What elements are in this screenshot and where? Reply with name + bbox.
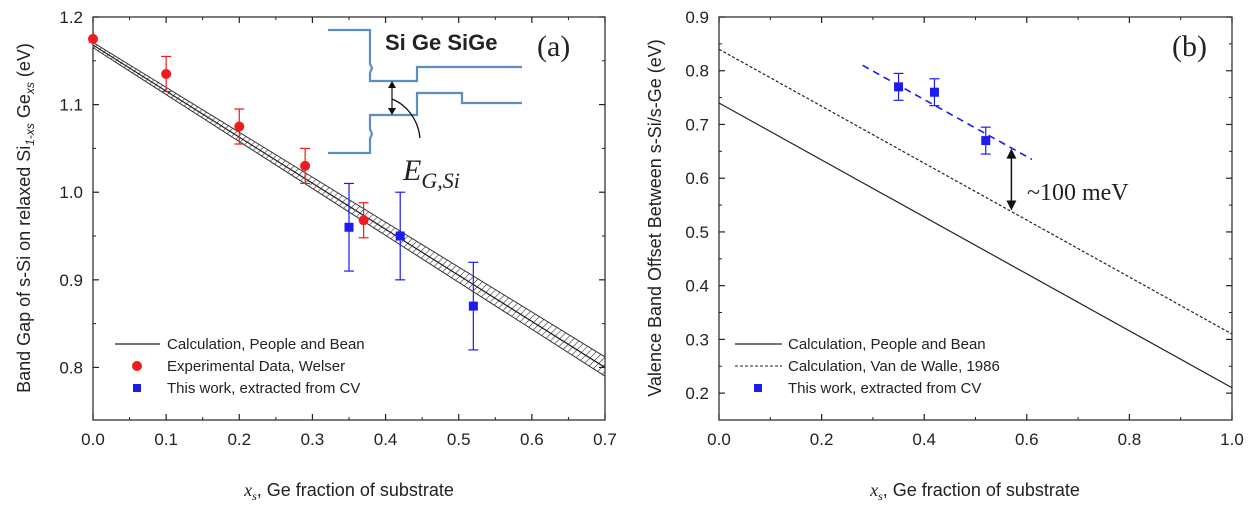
x-tick-label-b: 0.2	[810, 430, 834, 449]
offset-annotation-label: ~100 meV	[1027, 180, 1129, 206]
band-diagram-title: Si Ge SiGe	[385, 30, 498, 55]
x-tick-label-a: 0.0	[81, 430, 105, 449]
x-tick-label-b: 1.0	[1220, 430, 1244, 449]
x-tick-label-a: 0.1	[154, 430, 178, 449]
y-tick-label-b: 0.9	[685, 8, 709, 27]
legend-b-label-this-work: This work, extracted from CV	[788, 380, 981, 397]
panel-a-label: (a)	[537, 30, 570, 63]
x-tick-label-a: 0.3	[301, 430, 325, 449]
x-tick-label-b: 0.8	[1118, 430, 1142, 449]
panel-b-x-axis-label: xs, Ge fraction of substrate	[869, 480, 1080, 503]
offset-annotation-arrow	[1006, 148, 1017, 211]
y-tick-label-a: 1.2	[59, 8, 83, 27]
y-tick-label-b: 0.2	[685, 384, 709, 403]
y-tick-label-b: 0.8	[685, 62, 709, 81]
x-tick-label-a: 0.5	[447, 430, 471, 449]
data-point-welser	[358, 215, 369, 226]
data-point-this-work-b	[929, 87, 939, 97]
panel-b-legend: Calculation, People and Bean Calculation…	[735, 336, 1000, 397]
panel-b-label: (b)	[1172, 30, 1207, 63]
legend-a-label-this-work: This work, extracted from CV	[167, 380, 360, 397]
data-point-this-work-b	[894, 82, 904, 92]
panel-b-axis-ticks: 0.0 0.2 0.4 0.6 0.8 1.0 0.2 0.3 0.4 0.5 0.6 0.7 0.8 0…	[685, 8, 1243, 449]
data-point-welser	[88, 33, 98, 44]
x-tick-label-a: 0.7	[593, 430, 617, 449]
panel-b-valence-offset-chart: 0.0 0.2 0.4 0.6 0.8 1.0 0.2 0.3 0.4 0.5 0.6 0.7 0.8 0…	[645, 8, 1244, 503]
y-tick-label-b: 0.6	[685, 169, 709, 188]
band-diagram-valence-band	[328, 91, 522, 155]
y-tick-label-b: 0.4	[685, 277, 709, 296]
data-point-this-work-a	[395, 231, 405, 241]
data-point-welser	[161, 68, 172, 79]
legend-a-label-calc: Calculation, People and Bean	[167, 336, 365, 353]
legend-a-swatch-welser	[132, 361, 142, 371]
panel-a-axis-ticks: 0.0 0.1 0.2 0.3 0.4 0.5 0.6 0.7 0.8 0.9 1.0 1.1 1.2	[59, 8, 616, 449]
data-point-welser	[234, 121, 245, 132]
x-tick-label-b: 0.4	[912, 430, 936, 449]
panel-a-band-gap-chart: 0.0 0.1 0.2 0.3 0.4 0.5 0.6 0.70.80.91.01.11.2 …	[14, 8, 617, 503]
y-tick-label-a: 0.8	[59, 358, 83, 377]
y-tick-label-a: 0.9	[59, 271, 83, 290]
x-tick-label-b: 0.6	[1015, 430, 1039, 449]
y-tick-label-b: 0.7	[685, 115, 709, 134]
panel-a-series	[88, 33, 606, 368]
legend-a-swatch-this-work	[133, 384, 141, 392]
series-line-b-1	[718, 48, 1233, 335]
y-tick-label-b: 0.3	[685, 330, 709, 349]
panel-a-legend: Calculation, People and Bean Experimenta…	[115, 336, 365, 397]
panel-b-y-axis-label: Valence Band Offset Between s-Si/s-Ge (e…	[645, 39, 665, 397]
series-line-b-0	[718, 102, 1233, 389]
x-tick-label-a: 0.2	[227, 430, 251, 449]
panel-a-x-axis-label: xs, Ge fraction of substrate	[243, 480, 454, 503]
data-point-welser	[300, 160, 311, 171]
x-tick-label-a: 0.4	[374, 430, 398, 449]
legend-b-swatch-this-work	[754, 384, 762, 392]
panel-b-series	[718, 48, 1233, 389]
band-diagram-inset	[328, 28, 522, 155]
legend-b-label-calc-pb: Calculation, People and Bean	[788, 336, 986, 353]
y-tick-label-a: 1.1	[59, 96, 83, 115]
legend-a-label-welser: Experimental Data, Welser	[167, 358, 345, 375]
y-tick-label-b: 0.5	[685, 223, 709, 242]
band-diagram-energy-label: EG,Si	[402, 154, 460, 193]
data-point-this-work-b	[981, 136, 991, 146]
data-point-this-work-a	[344, 222, 354, 232]
y-tick-label-a: 1.0	[59, 183, 83, 202]
band-diagram-conduction-band	[328, 28, 522, 83]
series-line-b-3	[862, 64, 1033, 161]
panel-a-y-axis-label: Band Gap of s-Si on relaxed Si1-xs Gexs …	[14, 43, 37, 393]
data-point-this-work-a	[468, 301, 478, 311]
legend-b-label-calc-vdw: Calculation, Van de Walle, 1986	[788, 358, 1000, 375]
x-tick-label-b: 0.0	[707, 430, 731, 449]
annotation-arrow-head-bottom	[1006, 200, 1017, 211]
x-tick-label-a: 0.6	[520, 430, 544, 449]
annotation-arrow-head-top	[1006, 148, 1017, 159]
